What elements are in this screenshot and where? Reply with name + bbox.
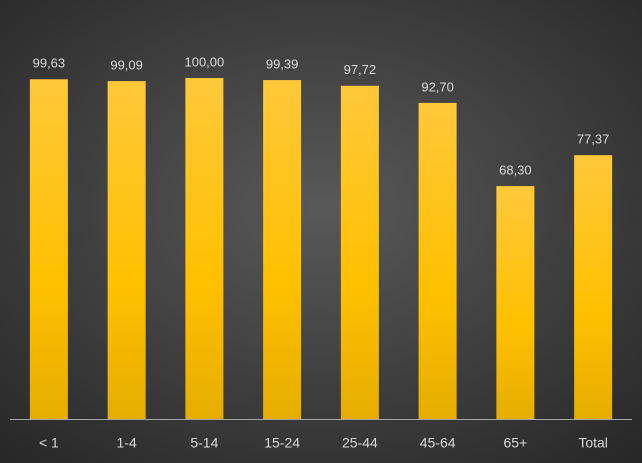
bar [340,85,379,419]
x-tick-label: 5-14 [190,435,218,451]
bar [107,81,146,420]
bar [496,186,535,419]
data-label: 77,37 [577,132,610,147]
bar [574,155,613,419]
bar [185,78,224,419]
data-label: 68,30 [499,163,532,178]
x-tick-label: 25-44 [342,435,378,451]
data-label: 92,70 [421,79,454,94]
data-label: 99,63 [33,56,66,71]
data-label: 99,09 [110,58,143,73]
x-tick-label: 1-4 [117,435,137,451]
bar [29,79,68,419]
x-tick-label: Total [578,435,608,451]
bar [418,102,457,419]
bar [263,80,302,419]
x-tick-label: 45-64 [420,435,456,451]
x-tick-label: < 1 [39,435,59,451]
data-label: 100,00 [184,54,224,69]
data-label: 97,72 [344,62,377,77]
data-label: 99,39 [266,57,299,72]
x-tick-label: 15-24 [264,435,300,451]
x-tick-label: 65+ [504,435,528,451]
